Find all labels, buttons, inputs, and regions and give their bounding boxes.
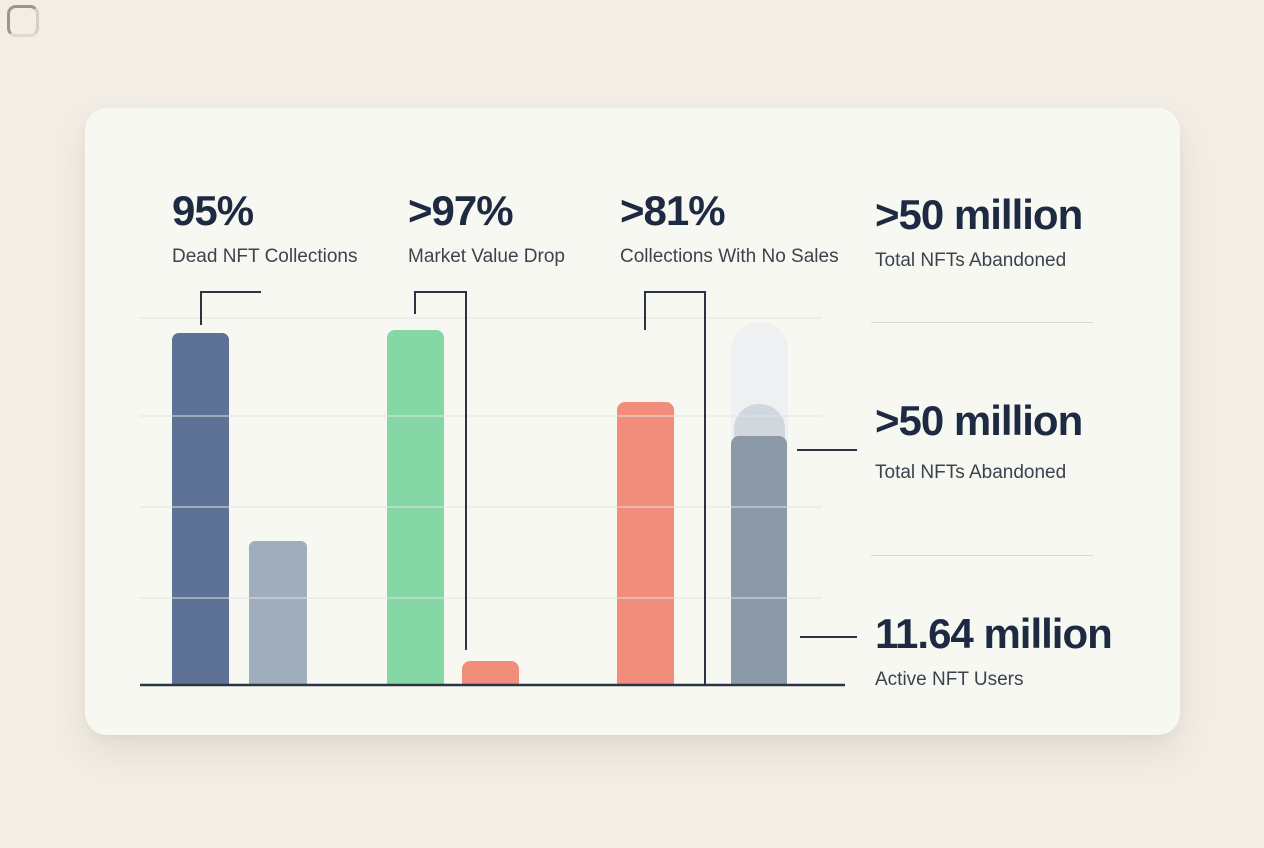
stat-label: Dead NFT Collections: [172, 246, 358, 268]
stat-label: Active NFT Users: [875, 669, 1024, 691]
bar-active-users: [731, 436, 787, 685]
stat-collections-no-sales: >81% Collections With No Sales: [620, 188, 839, 270]
stat-label: Total NFTs Abandoned: [875, 250, 1067, 272]
stat-total-nfts-abandoned-top: >50 million Total NFTs Abandoned: [875, 191, 1083, 274]
bracket-no-sales: [644, 291, 706, 685]
stat-value: >50 million: [875, 397, 1083, 444]
stat-label: Total NFTs Abandoned: [875, 462, 1067, 484]
bar-collections-no-sales: [617, 402, 674, 685]
stat-total-nfts-abandoned-side: >50 million Total NFTs Abandoned: [875, 397, 1083, 486]
stat-value: >97%: [408, 187, 514, 234]
stat-market-value-drop: >97% Market Value Drop: [408, 188, 565, 270]
divider: [871, 555, 1093, 556]
stat-value: 95%: [172, 187, 254, 234]
corner-artifact: [7, 5, 39, 37]
chart-annotation-lines: [140, 291, 857, 687]
bar-comparison: [249, 541, 307, 685]
stat-dead-nft-collections: 95% Dead NFT Collections: [172, 188, 358, 270]
bar-value-after-drop: [462, 661, 519, 685]
bar-dead-collections: [172, 333, 229, 685]
stat-label: Market Value Drop: [408, 246, 565, 268]
bracket-market-value-drop: [414, 291, 467, 650]
stat-value: >81%: [620, 187, 726, 234]
stat-label: Collections With No Sales: [620, 246, 839, 268]
infographic-card: 95% Dead NFT Collections >97% Market Val…: [85, 108, 1180, 735]
bracket-dead-collections: [200, 291, 261, 325]
stat-value: 11.64 million: [875, 610, 1113, 657]
divider: [871, 322, 1093, 323]
stat-active-nft-users: 11.64 million Active NFT Users: [875, 610, 1113, 693]
stat-value: >50 million: [875, 191, 1083, 238]
